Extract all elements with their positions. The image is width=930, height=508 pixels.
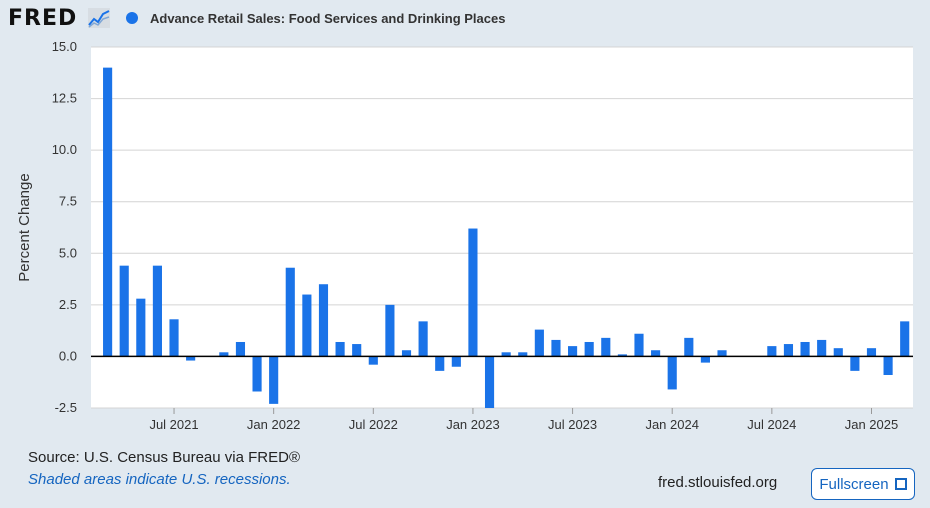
bar-2023-11[interactable] — [634, 333, 644, 357]
bar-2025-03[interactable] — [900, 321, 910, 357]
bar-2024-07[interactable] — [767, 346, 777, 357]
x-tick-label: Jan 2023 — [446, 417, 500, 432]
bar-2021-12[interactable] — [252, 356, 262, 392]
expand-icon — [894, 478, 907, 490]
bar-2023-07[interactable] — [568, 346, 578, 357]
bar-2024-12[interactable] — [850, 356, 860, 371]
legend-label: Advance Retail Sales: Food Services and … — [150, 11, 506, 26]
y-tick-label: 10.0 — [52, 142, 77, 157]
bar-2021-11[interactable] — [235, 341, 246, 357]
bar-2024-03[interactable] — [700, 356, 710, 363]
bar-2023-01[interactable] — [468, 228, 478, 357]
bar-2022-01[interactable] — [269, 356, 279, 404]
bar-2024-08[interactable] — [783, 344, 794, 357]
bar-2023-05[interactable] — [534, 329, 544, 357]
bar-chart: 15.0 12.5 10.0 7.5 5.0 2.5 0.0 -2.5 Jul 2021 Jan… — [16, 39, 913, 432]
x-tick-label: Jul 2024 — [747, 417, 796, 432]
bar-2024-02[interactable] — [684, 337, 694, 357]
source-note: Source: U.S. Census Bureau via FRED® — [28, 449, 300, 466]
line-chart-icon — [88, 8, 110, 28]
bar-2022-02[interactable] — [285, 267, 295, 357]
y-tick-label: -2.5 — [55, 400, 77, 415]
bar-2021-03[interactable] — [103, 67, 113, 357]
bar-2024-04[interactable] — [717, 350, 727, 357]
x-tick-label: Jul 2023 — [548, 417, 597, 432]
bar-2022-07[interactable] — [368, 356, 378, 365]
y-tick-label: 12.5 — [52, 91, 77, 106]
bar-2022-12[interactable] — [451, 356, 461, 367]
bar-2022-05[interactable] — [335, 341, 345, 357]
y-tick-label: 0.0 — [59, 348, 77, 363]
bar-2024-01[interactable] — [667, 356, 677, 390]
bar-2023-06[interactable] — [551, 339, 561, 357]
bar-2023-09[interactable] — [601, 337, 611, 357]
bar-2021-08[interactable] — [186, 356, 196, 361]
y-tick-label: 2.5 — [59, 297, 77, 312]
chart-header: FRED Advance Retail Sales: Food Services… — [0, 0, 930, 38]
bar-2024-09[interactable] — [800, 341, 810, 357]
bar-2025-02[interactable] — [883, 356, 893, 375]
y-axis-label: Percent Change — [16, 173, 33, 281]
bar-2023-02[interactable] — [484, 356, 495, 408]
y-tick-label: 5.0 — [59, 245, 77, 260]
legend-marker — [126, 12, 138, 24]
site-link[interactable]: fred.stlouisfed.org — [658, 474, 778, 491]
bar-2022-03[interactable] — [302, 294, 312, 357]
bar-2021-05[interactable] — [136, 298, 146, 357]
bar-2022-08[interactable] — [385, 304, 395, 357]
x-tick-label: Jul 2021 — [149, 417, 198, 432]
bar-2021-07[interactable] — [169, 319, 179, 357]
bar-2023-04[interactable] — [518, 352, 528, 357]
bar-2021-04[interactable] — [119, 265, 129, 357]
bar-2023-10[interactable] — [617, 354, 627, 357]
y-tick-label: 15.0 — [52, 39, 77, 54]
bar-2022-11[interactable] — [435, 356, 445, 371]
x-tick-label: Jan 2025 — [845, 417, 899, 432]
bar-2022-09[interactable] — [401, 350, 412, 357]
bar-2021-10[interactable] — [219, 352, 229, 357]
fullscreen-button[interactable]: Fullscreen — [811, 468, 915, 500]
fullscreen-label: Fullscreen — [819, 475, 889, 493]
x-tick-label: Jan 2024 — [645, 417, 699, 432]
bar-2025-01[interactable] — [866, 348, 877, 357]
bar-2022-04[interactable] — [318, 284, 329, 357]
bar-2023-08[interactable] — [584, 341, 594, 357]
recession-note: Shaded areas indicate U.S. recessions. — [28, 471, 291, 488]
y-tick-label: 7.5 — [59, 194, 77, 209]
fred-logo[interactable]: FRED — [8, 6, 78, 31]
x-tick-label: Jul 2022 — [349, 417, 398, 432]
bar-2021-06[interactable] — [152, 265, 162, 357]
bar-2024-10[interactable] — [817, 339, 827, 357]
bar-2023-12[interactable] — [651, 350, 661, 357]
bar-2022-10[interactable] — [418, 321, 428, 357]
bar-2024-11[interactable] — [833, 348, 843, 357]
bar-2022-06[interactable] — [352, 344, 362, 357]
x-tick-label: Jan 2022 — [247, 417, 301, 432]
bar-2023-03[interactable] — [501, 352, 511, 357]
